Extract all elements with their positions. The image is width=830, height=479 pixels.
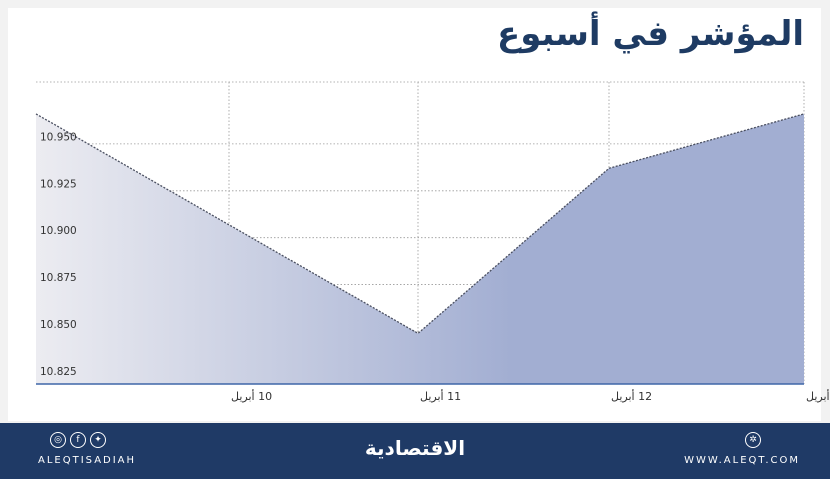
y-tick-label: 10.950 [40,131,77,143]
x-tick-label: 12 أبريل [611,389,652,403]
chart-title: المؤشر في أسبوع [497,14,804,54]
y-tick-label: 10.850 [40,319,77,331]
x-tick-label: 13 أبريل [806,389,830,403]
x-tick-label: 10 أبريل [231,389,272,403]
twitter-icon[interactable]: ✦ [90,432,106,448]
social-handle[interactable]: ALEQTISADIAH [38,455,137,466]
website-link[interactable]: WWW.ALEQT.COM [684,455,800,466]
y-tick-label: 10.925 [40,178,77,190]
x-tick-label: 11 أبريل [420,389,461,403]
instagram-icon[interactable]: ◎ [50,432,66,448]
area-fill [36,113,804,385]
y-tick-label: 10.900 [40,225,77,237]
y-tick-label: 10.825 [40,366,77,378]
y-axis-labels: 10.825 10.850 10.875 10.900 10.925 10.950 [40,131,77,377]
footer-bar [0,423,830,479]
brand-logo: الاقتصادية [364,436,466,460]
facebook-icon[interactable]: f [70,432,86,448]
area-chart: 10.825 10.850 10.875 10.900 10.925 10.950 10 … [35,81,830,403]
globe-icon[interactable]: ✲ [745,432,761,448]
y-tick-label: 10.875 [40,272,77,284]
x-axis-labels: 10 أبريل 11 أبريل 12 أبريل 13 أبريل [231,389,830,403]
